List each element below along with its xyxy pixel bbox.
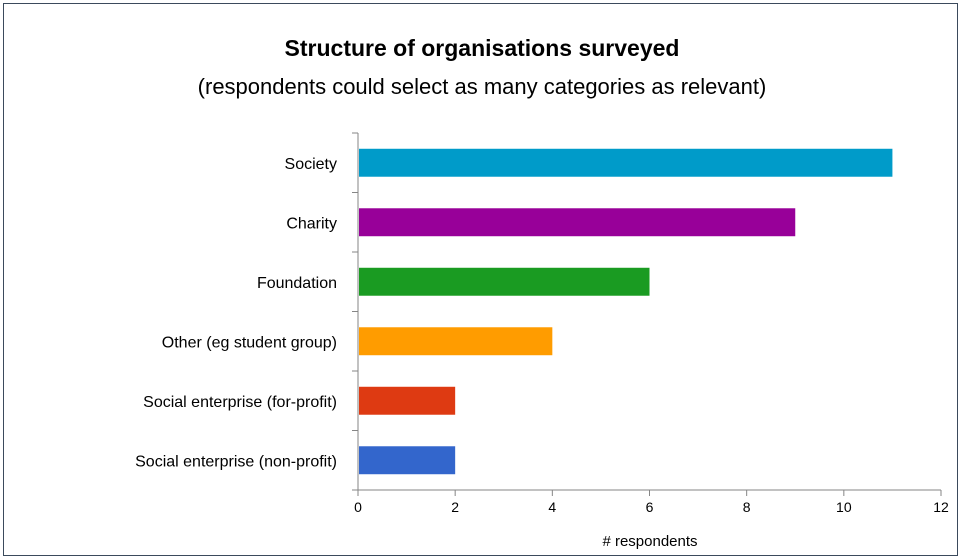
x-tick-label-0: 0 — [354, 499, 362, 515]
bar-0 — [359, 148, 893, 177]
bar-2 — [359, 267, 650, 296]
category-label-3: Other (eg student group) — [162, 334, 337, 351]
category-label-0: Society — [285, 156, 337, 173]
x-tick-label-2: 4 — [548, 499, 556, 515]
bar-4 — [359, 386, 456, 415]
category-label-1: Charity — [286, 215, 337, 232]
category-label-2: Foundation — [257, 275, 337, 292]
x-axis-title: # respondents — [602, 533, 697, 550]
category-label-4: Social enterprise (for-profit) — [143, 394, 337, 411]
chart-title: Structure of organisations surveyed — [285, 35, 680, 61]
bar-1 — [359, 208, 796, 237]
x-tick-label-4: 8 — [743, 499, 751, 515]
x-tick-label-6: 12 — [933, 499, 949, 515]
category-label-5: Social enterprise (non-profit) — [135, 453, 337, 470]
bar-3 — [359, 327, 553, 356]
plot-area: Society Charity Foundation Other (eg studen… — [135, 132, 949, 515]
x-tick-label-5: 10 — [836, 499, 852, 515]
x-tick-label-3: 6 — [646, 499, 654, 515]
x-tick-label-1: 2 — [451, 499, 459, 515]
bar-5 — [359, 446, 456, 475]
chart-subtitle: (respondents could select as many catego… — [198, 74, 767, 99]
